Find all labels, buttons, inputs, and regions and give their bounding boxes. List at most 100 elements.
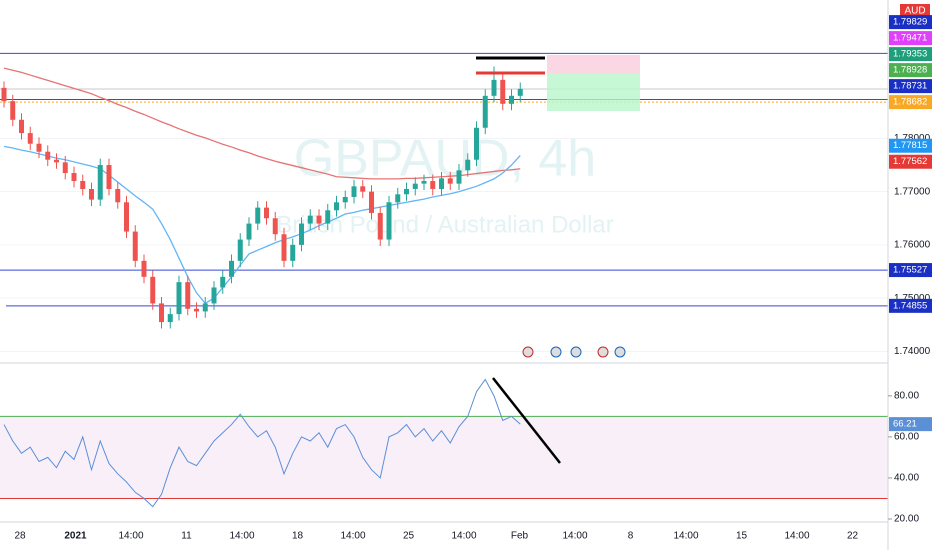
candle-body — [334, 202, 339, 211]
candle-body — [124, 202, 129, 232]
price-tag-label: 1.78731 — [893, 81, 927, 92]
rsi-trendline — [492, 377, 561, 464]
candle-body — [517, 88, 523, 96]
x-tick-label: 14:00 — [340, 531, 365, 542]
candle-body — [351, 186, 357, 197]
moving-average — [3, 145, 521, 305]
moving-average — [3, 67, 521, 180]
candle-body — [141, 260, 147, 277]
event-icon — [550, 346, 562, 358]
candle-body — [404, 188, 409, 195]
price-tag-label: 1.79353 — [893, 49, 927, 60]
candle-body — [202, 303, 208, 312]
candle-body — [272, 218, 278, 235]
price-axis: 1.74000 1.75000 1.76000 1.77000 1.78000 20.00… — [887, 0, 932, 550]
candle-body — [89, 188, 94, 200]
price-tag — [889, 298, 932, 313]
price-tag-label: 1.77562 — [893, 156, 927, 167]
candle-body — [430, 181, 436, 189]
candle-body — [45, 151, 51, 160]
candle-body — [176, 282, 182, 315]
candle-body — [421, 181, 427, 184]
candle-body — [342, 196, 348, 203]
candle-body — [19, 119, 24, 134]
plot-layer: 28 2021 14:00 11 14:00 18 14:00 25 14:00 Feb 14:00… — [0, 52, 888, 542]
candle-body — [395, 194, 401, 203]
rsi-tick-label: 80.00 — [894, 390, 919, 401]
watermark-symbol: GBPAUD, 4h — [294, 130, 596, 188]
candle-body — [237, 239, 243, 261]
candle-body — [447, 178, 453, 184]
candle-body — [220, 276, 226, 288]
watermark-description: British Pound / Australian Dollar — [276, 211, 614, 238]
x-tick-label: 18 — [292, 531, 304, 542]
price-tag-label: 1.74855 — [893, 300, 927, 311]
candle-body — [97, 165, 103, 200]
price-tag-label: 1.78928 — [893, 65, 927, 76]
rsi-line — [3, 378, 521, 508]
price-tag — [889, 263, 932, 278]
x-tick-label: 8 — [628, 531, 634, 542]
candle-body — [509, 95, 514, 104]
y-tick-label: 1.77000 — [894, 186, 931, 197]
rsi-tick-label: 40.00 — [894, 473, 919, 484]
event-icon — [570, 346, 582, 358]
x-tick-label: 15 — [736, 531, 748, 542]
x-tick-label: 14:00 — [451, 531, 476, 542]
price-tag — [889, 95, 932, 110]
price-tag-label: 1.78682 — [893, 97, 927, 108]
price-tag — [889, 47, 932, 62]
price-tag — [889, 31, 932, 46]
candle-body — [264, 207, 269, 219]
candle-body — [1, 87, 7, 102]
candle-body — [159, 303, 164, 323]
candle-body — [360, 186, 366, 192]
price-tag-label: 1.79829 — [893, 17, 927, 28]
candle-body — [211, 287, 217, 304]
candle-body — [412, 183, 418, 189]
currency-badge — [900, 4, 930, 18]
candle-body — [307, 215, 313, 224]
candle-body — [386, 202, 392, 240]
x-tick-label: 22 — [847, 531, 859, 542]
candle-body — [491, 79, 497, 96]
candle-body — [132, 231, 138, 261]
candle-body — [194, 308, 199, 312]
x-tick-label: Feb — [511, 531, 529, 542]
candle-body — [325, 210, 331, 224]
candle-body — [439, 178, 444, 189]
x-tick-label: 14:00 — [784, 531, 809, 542]
candle-body — [255, 207, 261, 224]
candle-body — [229, 260, 234, 277]
price-tag — [889, 63, 932, 78]
stop-zone — [547, 55, 640, 73]
candle-body — [185, 282, 191, 309]
candle-body — [80, 181, 86, 189]
y-tick-label: 1.74000 — [894, 346, 931, 357]
y-tick-label: 1.75000 — [894, 293, 931, 304]
price-tag — [889, 138, 932, 153]
candle-body — [150, 276, 156, 304]
candle-body — [71, 173, 77, 181]
x-tick-label: 11 — [181, 531, 192, 542]
x-tick-label: 14:00 — [562, 531, 587, 542]
price-tag-label: 1.79471 — [893, 33, 927, 44]
candle-body — [290, 244, 296, 261]
x-tick-label: 25 — [403, 531, 415, 542]
price-tag-label: 1.75527 — [893, 265, 927, 276]
event-icon — [614, 346, 626, 358]
candle-body — [500, 79, 506, 104]
target-zone — [547, 73, 640, 111]
candle-body — [316, 215, 322, 224]
candle-body — [474, 127, 479, 160]
candle-body — [377, 212, 383, 240]
candle-body — [36, 143, 42, 152]
rsi-tick-label: 60.00 — [894, 432, 919, 443]
x-tick-label: 14:00 — [229, 531, 254, 542]
candle-body — [369, 191, 374, 213]
candle-body — [456, 170, 462, 184]
event-icons — [522, 346, 626, 358]
currency-label: AUD — [904, 6, 925, 17]
price-tag-label: 1.77815 — [893, 140, 927, 151]
